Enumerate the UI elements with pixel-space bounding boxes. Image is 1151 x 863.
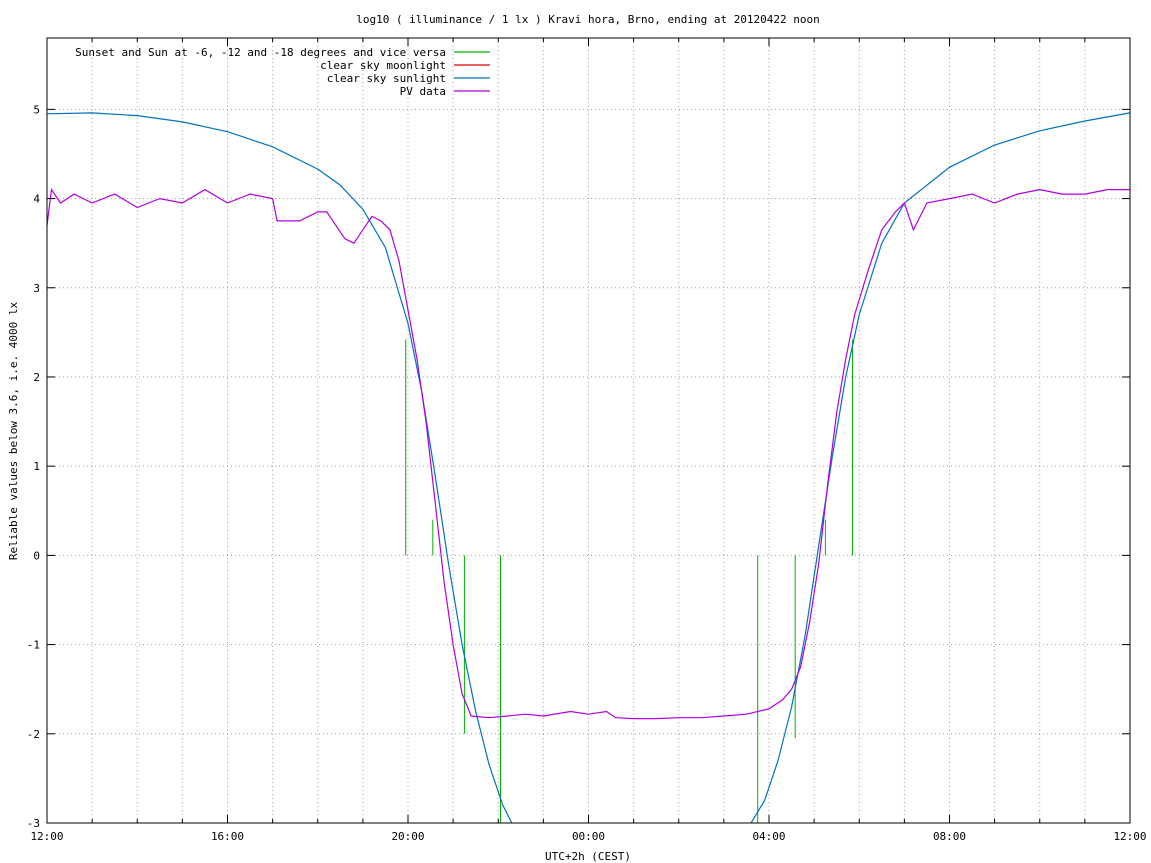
series-line-2 bbox=[47, 112, 513, 823]
chart-title: log10 ( illuminance / 1 lx ) Kravi hora,… bbox=[356, 13, 820, 26]
legend: Sunset and Sun at -6, -12 and -18 degree… bbox=[75, 46, 490, 98]
y-tick-label: 5 bbox=[33, 103, 40, 116]
legend-label: Sunset and Sun at -6, -12 and -18 degree… bbox=[75, 46, 446, 59]
y-tick-label: 2 bbox=[33, 371, 40, 384]
x-tick-label: 16:00 bbox=[211, 830, 244, 843]
x-tick-label: 20:00 bbox=[391, 830, 424, 843]
plot-area bbox=[47, 112, 1130, 823]
legend-label: clear sky sunlight bbox=[327, 72, 446, 85]
x-tick-label: 12:00 bbox=[1113, 830, 1146, 843]
axis-ticks: 12:00 16:00 20:00 00:00 04:00 08:00 12:00-3-2-… bbox=[27, 38, 1147, 843]
x-tick-label: 08:00 bbox=[933, 830, 966, 843]
y-tick-label: -2 bbox=[27, 728, 40, 741]
y-tick-label: 1 bbox=[33, 460, 40, 473]
y-axis-label: Reliable values below 3.6, i.e. 4000 lx bbox=[7, 301, 20, 560]
x-tick-label: 12:00 bbox=[30, 830, 63, 843]
y-tick-label: 4 bbox=[33, 193, 40, 206]
x-axis-label: UTC+2h (CEST) bbox=[545, 850, 631, 863]
legend-label: PV data bbox=[400, 85, 446, 98]
y-tick-label: -3 bbox=[27, 817, 40, 830]
x-tick-label: 00:00 bbox=[572, 830, 605, 843]
series-line-2-morning bbox=[750, 112, 1130, 823]
series-line-3 bbox=[47, 187, 1130, 720]
y-tick-label: 0 bbox=[33, 549, 40, 562]
x-tick-label: 04:00 bbox=[752, 830, 785, 843]
y-tick-label: 3 bbox=[33, 282, 40, 295]
legend-label: clear sky moonlight bbox=[320, 59, 446, 72]
grid bbox=[47, 38, 1130, 823]
y-tick-label: -1 bbox=[27, 639, 40, 652]
